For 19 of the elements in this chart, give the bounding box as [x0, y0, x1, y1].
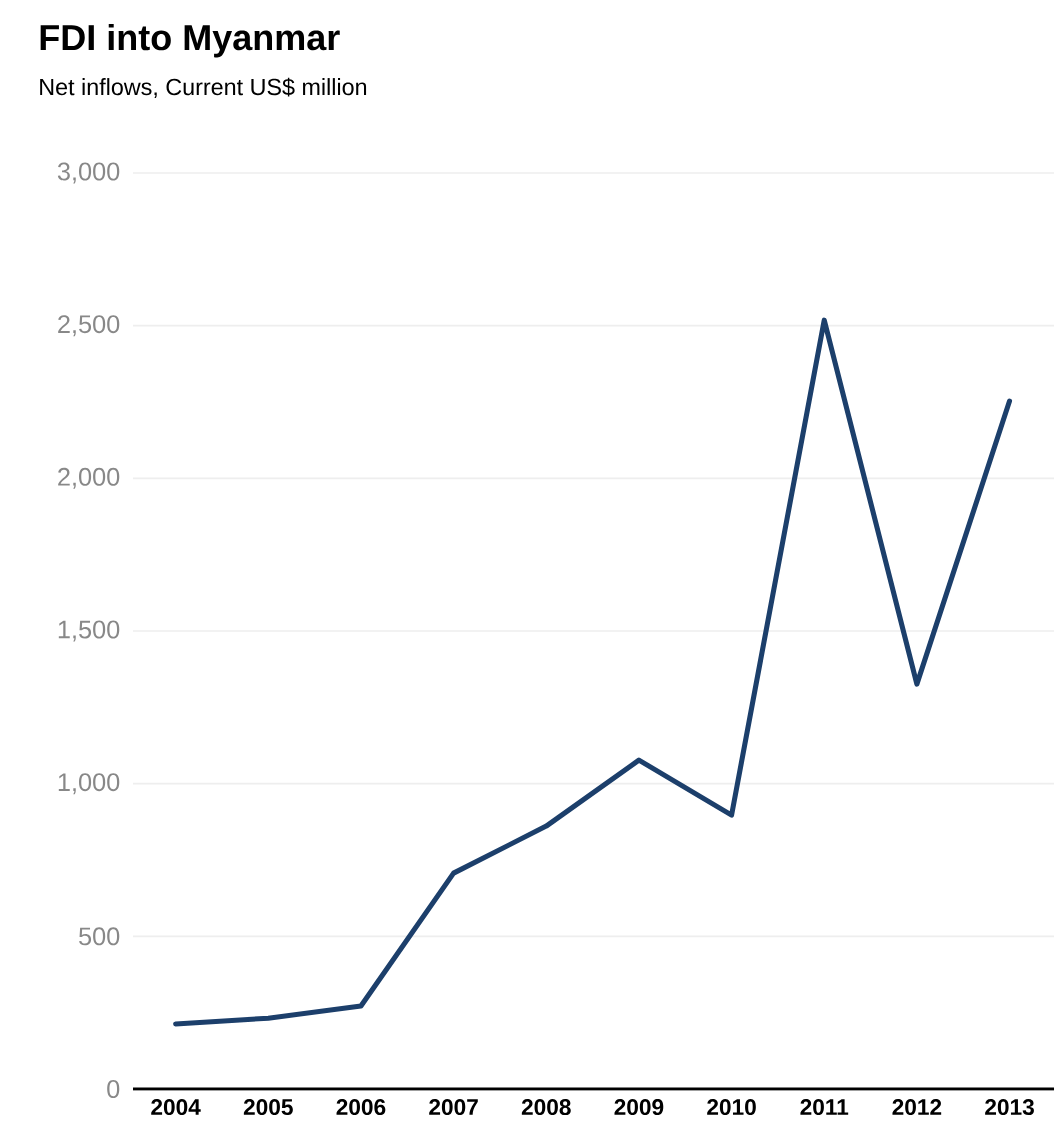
x-tick-label: 2011	[800, 1099, 848, 1116]
y-tick-label: 2,000	[57, 467, 120, 489]
y-tick-label: 1,000	[58, 773, 120, 795]
x-tick-label: 2007	[428, 1099, 478, 1116]
x-tick-label: 2005	[243, 1099, 293, 1116]
x-tick-label: 2010	[706, 1099, 756, 1116]
x-tick-label: 2012	[892, 1099, 941, 1116]
chart-title: FDI into Myanmar	[40, 23, 340, 58]
x-tick-label: 2006	[336, 1099, 386, 1116]
y-tick-label: 3,000	[57, 162, 120, 184]
y-tick-label: 500	[78, 927, 120, 946]
x-tick-label: 2009	[614, 1099, 664, 1116]
chart-subtitle: Net inflows, Current US$ million	[39, 77, 366, 98]
y-tick-label: 2,500	[57, 315, 120, 337]
x-tick-label: 2008	[521, 1099, 571, 1116]
x-tick-label: 2013	[984, 1099, 1034, 1116]
y-tick-label: 0	[106, 1080, 120, 1098]
y-tick-label: 1,500	[58, 620, 120, 642]
x-tick-label: 2004	[150, 1099, 201, 1116]
